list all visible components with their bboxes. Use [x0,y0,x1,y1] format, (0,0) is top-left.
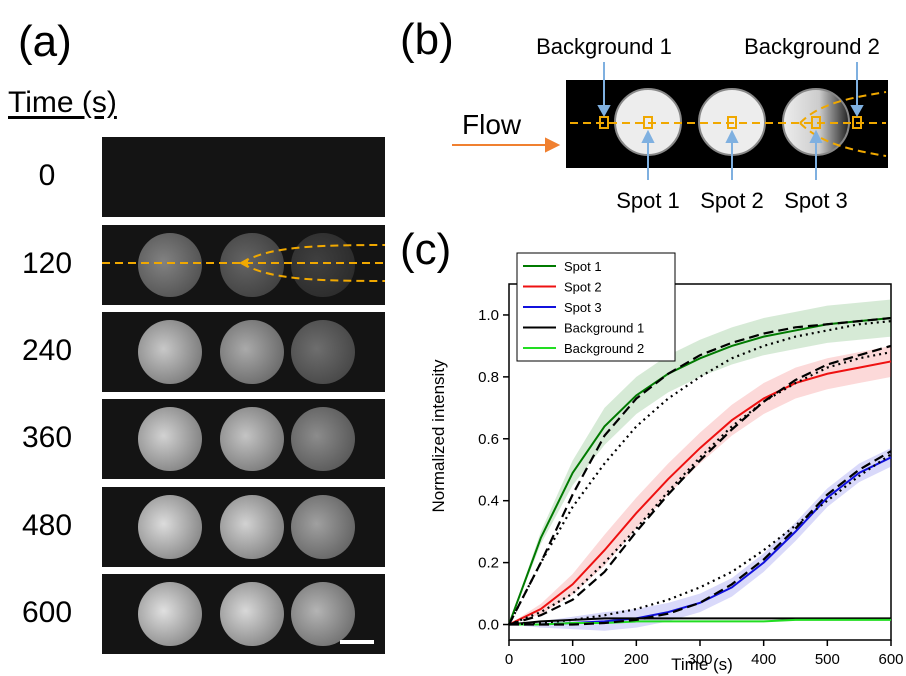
spot-1-label: Spot 1 [616,188,680,213]
roi-spot-2 [727,116,737,129]
x-tick-label: 200 [624,651,649,668]
background-1-label: Background 1 [536,34,672,59]
intensity-chart: Normalized intensity Time (s) 0 100 200 300… [429,252,904,674]
background-2-label: Background 2 [744,34,880,59]
fluorescent-spot [291,320,355,384]
flow-arrow [452,137,561,153]
spot-2-label: Spot 2 [700,188,764,213]
series-error-band [509,448,891,631]
pointer-spot-1 [641,129,655,180]
series-error-band [509,345,891,625]
fit-line [508,351,892,626]
time-label: 480 [21,509,73,542]
microscopy-frame [102,312,385,392]
microscopy-frame [102,399,385,479]
time-label: 240 [21,334,73,367]
pointer-spot-2 [725,129,739,180]
series-line [508,360,892,626]
time-label: 600 [21,596,73,629]
fit-line [509,450,892,626]
fluorescent-spot [138,495,202,559]
series-line [509,618,891,626]
fluorescent-spot [291,495,355,559]
time-label: 360 [21,421,73,454]
spreading-front-lower [799,122,887,157]
panel-a-label: (a) [18,17,72,66]
y-tick-label: 0.2 [478,555,499,572]
microscopy-frame [102,225,385,305]
time-label: 0 [38,159,56,192]
pointer-background-2 [850,62,864,118]
fluorescent-spot [138,233,202,297]
time-column-header: Time (s) [8,86,117,119]
fit-line [508,316,892,626]
x-axis-title: Time (s) [671,655,733,674]
fit-line [508,320,892,626]
spreading-front-upper [799,91,887,124]
x-tick-label: 500 [815,651,840,668]
y-tick-label: 1.0 [478,307,499,324]
legend-entry: Spot 3 [564,300,602,315]
legend-entry: Spot 1 [564,259,602,274]
y-tick-label: 0.0 [478,617,499,634]
y-tick-label: 0.6 [478,431,499,448]
fit-line [508,344,892,626]
scale-bar [340,640,374,644]
microscopy-frame [102,487,385,567]
fluorescent-spot [220,582,284,646]
flow-label: Flow [462,109,522,140]
y-tick-label: 0.4 [478,493,499,510]
x-tick-label: 400 [751,651,776,668]
flow-overlay [102,244,385,282]
series-error-band [509,299,891,625]
series-line [508,617,891,626]
fluorescent-spot [291,407,355,471]
fluorescent-spot [291,582,355,646]
pointer-background-1 [597,62,611,118]
legend-entry: Background 2 [564,341,644,356]
x-tick-label: 0 [505,651,513,668]
fluorescent-spot [291,233,355,297]
panel-b-label: (b) [400,15,454,64]
fluorescent-spot [138,407,202,471]
fluorescent-spot [220,407,284,471]
panel-c-label: (c) [400,225,452,274]
fluorescent-spot [138,320,202,384]
time-label: 120 [21,247,73,280]
spot-3-label: Spot 3 [784,188,848,213]
fluorescent-spot [138,582,202,646]
fluorescent-spot [220,320,284,384]
y-tick-label: 0.8 [478,369,499,386]
pointer-spot-3 [809,129,823,180]
x-tick-label: 600 [878,651,903,668]
microscopy-frame [102,137,385,217]
channel-schematic: Flow Background 1 Background 2 Spot 1 Sp… [452,34,888,213]
roi-spot-1 [643,116,653,129]
roi-spot-3 [811,116,821,129]
legend-entry: Background 1 [564,321,644,336]
microscopy-frame [102,574,385,654]
fluorescent-spot [220,495,284,559]
y-axis-title: Normalized intensity [429,359,448,513]
x-tick-label: 300 [687,651,712,668]
legend-entry: Spot 2 [564,280,602,295]
fluorescent-spot [220,233,284,297]
x-tick-label: 100 [560,651,585,668]
